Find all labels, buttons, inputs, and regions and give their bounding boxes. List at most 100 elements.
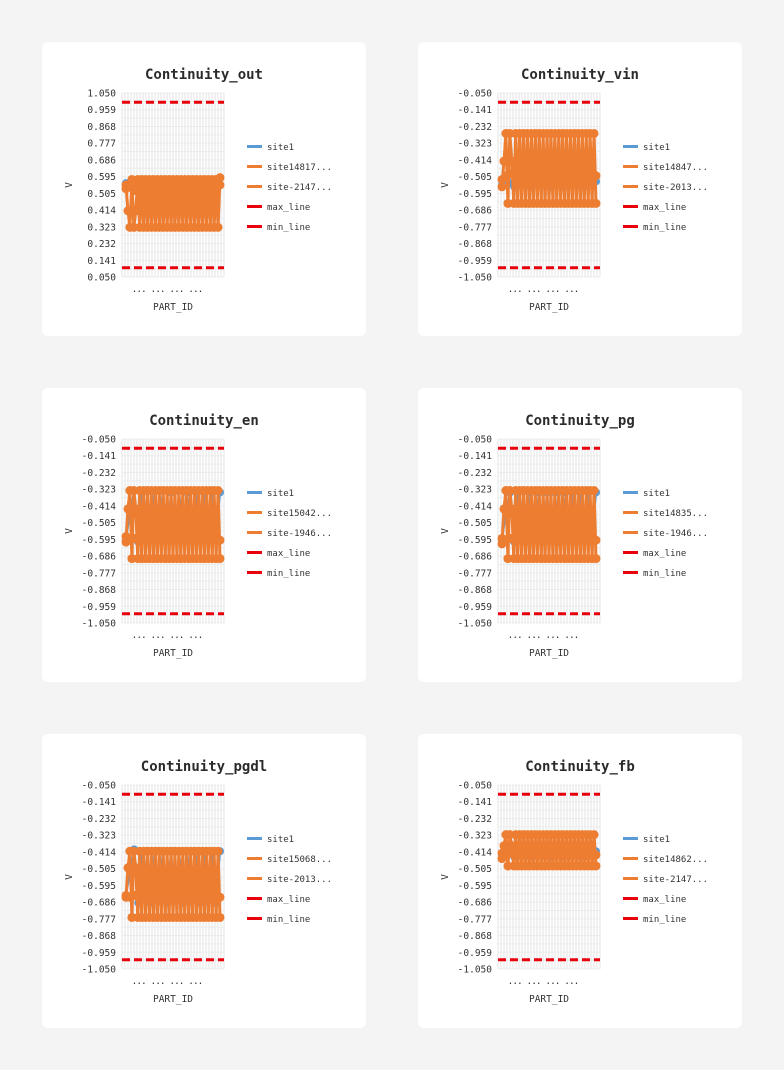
y-tick-label: -0.232 <box>82 468 116 479</box>
legend-swatch <box>247 551 262 554</box>
y-tick-label: -1.050 <box>458 619 493 630</box>
y-tick-label: 0.777 <box>87 139 116 150</box>
legend-label: min_line <box>267 223 310 233</box>
legend-label: site-2013... <box>643 183 708 193</box>
legend-label: site-2013... <box>267 875 332 885</box>
legend-label: site14847... <box>643 163 708 173</box>
y-tick-label: 0.141 <box>87 256 116 267</box>
legend-swatch <box>623 205 638 208</box>
y-tick-label: -0.959 <box>458 948 493 959</box>
chart-title: Continuity_en <box>149 413 259 429</box>
legend-label: site1 <box>643 835 670 845</box>
legend-swatch <box>623 897 638 900</box>
chart-card-continuity-pg: Continuity_pg -0.050 -0.141 -0.232 -0.323 -0.… <box>418 388 742 682</box>
data-point <box>215 912 225 922</box>
legend-swatch <box>247 185 262 188</box>
y-axis-label: V <box>64 528 75 534</box>
legend-label: site-2147... <box>267 183 332 193</box>
legend-label: site-2147... <box>643 875 708 885</box>
legend-label: site1 <box>643 143 670 153</box>
y-tick-label: -0.414 <box>458 501 493 512</box>
legend-label: site14835... <box>643 509 708 519</box>
legend-label: max_line <box>643 549 686 559</box>
data-point <box>591 554 601 564</box>
gridlines <box>497 784 601 970</box>
legend-swatch <box>623 917 638 920</box>
y-tick-label: -0.686 <box>82 898 117 909</box>
y-axis-label: V <box>440 528 451 534</box>
legend-swatch <box>247 857 262 860</box>
y-tick-label: -0.141 <box>82 797 117 808</box>
y-tick-label: -0.414 <box>458 155 493 166</box>
y-tick-label: 1.050 <box>87 89 116 100</box>
y-tick-label: -0.959 <box>458 602 493 613</box>
chart-card-continuity-en: Continuity_en -0.050 -0.141 -0.232 -0.323 -0.… <box>42 388 366 682</box>
y-tick-label: -0.323 <box>82 485 116 496</box>
y-axis-label: V <box>440 182 451 188</box>
y-axis-label: V <box>64 874 75 880</box>
legend-label: max_line <box>267 203 310 213</box>
y-tick-label: 0.595 <box>87 172 116 183</box>
x-axis-label: PART_ID <box>529 302 569 313</box>
data-point <box>507 504 517 514</box>
data-point <box>591 535 601 545</box>
y-tick-label: -0.959 <box>458 256 493 267</box>
y-tick-label: -0.777 <box>82 568 116 579</box>
y-tick-label: -0.323 <box>458 485 492 496</box>
legend-label: max_line <box>267 895 310 905</box>
y-tick-label: -0.868 <box>458 585 493 596</box>
y-tick-label: -0.323 <box>458 139 492 150</box>
y-tick-label: -0.686 <box>458 206 493 217</box>
y-tick-label: -0.686 <box>458 898 493 909</box>
legend-swatch <box>247 225 262 228</box>
chart-title: Continuity_out <box>145 67 263 83</box>
y-tick-label: -0.414 <box>82 501 117 512</box>
y-tick-label: -0.141 <box>458 105 493 116</box>
chart-title: Continuity_vin <box>521 67 639 83</box>
data-point <box>123 504 133 514</box>
y-tick-label: -0.050 <box>458 435 493 446</box>
data-point <box>215 173 225 183</box>
data-point <box>497 182 507 192</box>
data-point <box>213 846 223 856</box>
chart-card-continuity-pgdl: Continuity_pgdl -0.050 -0.141 -0.232 -0.323 -… <box>42 734 366 1028</box>
y-tick-label: -0.414 <box>82 847 117 858</box>
legend-label: site-1946... <box>267 529 332 539</box>
data-point <box>213 222 223 232</box>
legend-label: max_line <box>643 895 686 905</box>
x-tick-labels: ... ... ... ... <box>508 976 579 987</box>
y-tick-label: -0.777 <box>458 568 492 579</box>
data-point <box>215 180 225 190</box>
y-tick-label: -0.777 <box>458 914 492 925</box>
y-tick-label: -0.686 <box>458 552 493 563</box>
legend-label: site1 <box>267 143 294 153</box>
y-tick-label: -0.868 <box>458 931 493 942</box>
x-axis-label: PART_ID <box>529 648 569 659</box>
chart-title: Continuity_pgdl <box>141 759 267 775</box>
legend-swatch <box>247 917 262 920</box>
data-point <box>215 535 225 545</box>
y-tick-label: -0.232 <box>458 814 492 825</box>
data-point <box>213 486 223 496</box>
y-tick-label: -0.595 <box>458 881 492 892</box>
x-tick-labels: ... ... ... ... <box>132 284 203 295</box>
series-site3 <box>497 848 601 860</box>
legend-swatch <box>623 491 638 494</box>
data-point <box>123 863 133 873</box>
data-point <box>499 156 509 166</box>
chart-svg: Continuity_fb -0.050 -0.141 -0.232 -0.323 -0.… <box>440 759 708 1005</box>
legend-label: site15042... <box>267 509 332 519</box>
legend-label: min_line <box>643 223 686 233</box>
chart-card-continuity-vin: Continuity_vin -0.050 -0.141 -0.232 -0.323 -0… <box>418 42 742 336</box>
series-site3 <box>497 533 601 545</box>
data-point <box>131 863 141 873</box>
legend-swatch <box>247 837 262 840</box>
y-tick-label: -0.505 <box>458 518 492 529</box>
y-axis-label: V <box>440 874 451 880</box>
legend-label: site1 <box>643 489 670 499</box>
y-tick-label: -0.141 <box>458 797 493 808</box>
legend-swatch <box>247 511 262 514</box>
y-axis-label: V <box>64 182 75 188</box>
legend-swatch <box>623 511 638 514</box>
y-tick-label: -0.595 <box>458 535 492 546</box>
